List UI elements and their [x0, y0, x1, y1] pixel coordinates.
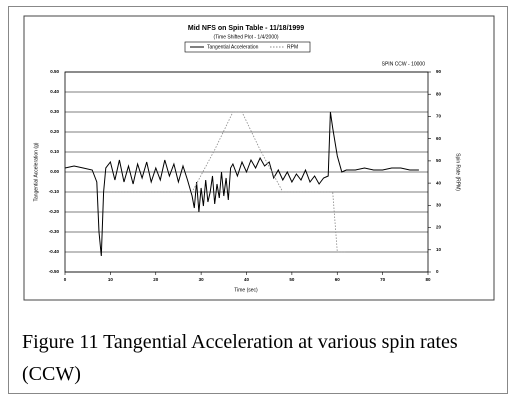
- y-tick-label: -0.50: [49, 269, 60, 274]
- y2-tick-label: 0: [436, 269, 439, 274]
- y2-tick-label: 10: [436, 247, 442, 252]
- y-tick-label: 0.50: [50, 69, 59, 74]
- chart-border: [23, 15, 495, 301]
- y-tick-label: 0.30: [50, 109, 59, 114]
- x-tick-label: 20: [153, 277, 159, 282]
- y2-tick-label: 60: [436, 136, 442, 141]
- y-tick-label: 0.20: [50, 129, 59, 134]
- chart: Mid NFS on Spin Table - 11/18/1999 (Time…: [23, 15, 495, 301]
- y2-tick-label: 90: [436, 69, 442, 74]
- y-axis-label: Tangential Acceleration (g): [33, 142, 39, 201]
- legend-box: [184, 41, 311, 53]
- x-tick-label: 50: [289, 277, 295, 282]
- figure-frame: [8, 6, 508, 394]
- x-tick-label: 30: [199, 277, 205, 282]
- y-tick-label: -0.10: [49, 189, 60, 194]
- y2-axis-label: Spin Rate (RPM): [455, 153, 461, 191]
- y2-tick-label: 70: [436, 114, 442, 119]
- x-tick-label: 70: [380, 277, 386, 282]
- legend-label: RPM: [287, 44, 298, 50]
- series-line: [101, 111, 347, 253]
- x-tick-label: 80: [425, 277, 431, 282]
- annotation: SPIN CCW - 10000: [382, 61, 426, 67]
- x-tick-label: 0: [64, 277, 67, 282]
- x-tick-label: 60: [335, 277, 341, 282]
- x-tick-label: 40: [244, 277, 250, 282]
- y-tick-label: 0.10: [50, 149, 59, 154]
- y2-tick-label: 80: [436, 91, 442, 96]
- y-tick-label: 0.40: [50, 89, 59, 94]
- chart-title: Mid NFS on Spin Table - 11/18/1999: [188, 25, 304, 32]
- y2-tick-label: 30: [436, 203, 442, 208]
- caption: Figure 11 Tangential Acceleration at var…: [22, 331, 458, 385]
- y-tick-label: -0.30: [49, 229, 60, 234]
- y-tick-label: -0.20: [49, 209, 60, 214]
- chart-subtitle: (Time Shifted Plot - 1/4/2000): [213, 34, 278, 40]
- x-axis-label: Time (sec): [234, 287, 258, 293]
- x-tick-label: 10: [108, 277, 114, 282]
- legend-label: Tangential Acceleration: [207, 44, 259, 50]
- y-tick-label: -0.40: [49, 249, 60, 254]
- y2-tick-label: 50: [436, 158, 442, 163]
- y2-tick-label: 40: [436, 180, 442, 185]
- plot-border: [64, 71, 429, 273]
- y-tick-label: 0.00: [50, 169, 59, 174]
- series-line: [64, 111, 419, 257]
- y2-tick-label: 20: [436, 225, 442, 230]
